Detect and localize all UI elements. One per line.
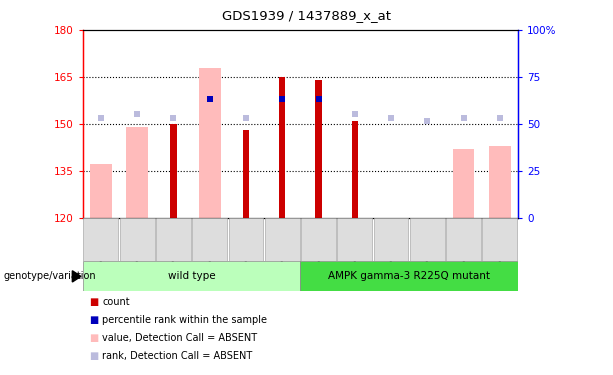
Text: percentile rank within the sample: percentile rank within the sample xyxy=(102,315,267,325)
Bar xyxy=(243,130,249,218)
Text: ■: ■ xyxy=(89,351,98,361)
FancyBboxPatch shape xyxy=(229,217,264,261)
FancyBboxPatch shape xyxy=(265,217,300,261)
Bar xyxy=(315,80,322,218)
Bar xyxy=(90,164,112,218)
FancyBboxPatch shape xyxy=(374,217,408,261)
Bar xyxy=(452,149,474,217)
FancyBboxPatch shape xyxy=(83,261,300,291)
FancyBboxPatch shape xyxy=(192,217,227,261)
Text: ■: ■ xyxy=(89,297,98,307)
Text: AMPK gamma-3 R225Q mutant: AMPK gamma-3 R225Q mutant xyxy=(328,271,490,280)
FancyBboxPatch shape xyxy=(156,217,191,261)
FancyBboxPatch shape xyxy=(446,217,481,261)
Text: ■: ■ xyxy=(89,315,98,325)
Bar xyxy=(279,77,286,218)
Text: count: count xyxy=(102,297,130,307)
Bar xyxy=(199,68,221,218)
Text: wild type: wild type xyxy=(168,271,215,280)
Bar xyxy=(489,146,511,218)
Bar xyxy=(170,124,177,218)
Text: GDS1939 / 1437889_x_at: GDS1939 / 1437889_x_at xyxy=(222,9,391,22)
FancyBboxPatch shape xyxy=(410,217,444,261)
FancyBboxPatch shape xyxy=(301,217,336,261)
Bar xyxy=(351,121,358,218)
FancyBboxPatch shape xyxy=(482,217,517,261)
FancyBboxPatch shape xyxy=(300,261,518,291)
FancyBboxPatch shape xyxy=(337,217,372,261)
FancyBboxPatch shape xyxy=(83,217,118,261)
Text: ■: ■ xyxy=(89,333,98,343)
Bar xyxy=(126,127,148,218)
Text: rank, Detection Call = ABSENT: rank, Detection Call = ABSENT xyxy=(102,351,253,361)
Text: value, Detection Call = ABSENT: value, Detection Call = ABSENT xyxy=(102,333,257,343)
FancyBboxPatch shape xyxy=(120,217,154,261)
Text: genotype/variation: genotype/variation xyxy=(3,272,96,281)
Polygon shape xyxy=(72,271,81,282)
